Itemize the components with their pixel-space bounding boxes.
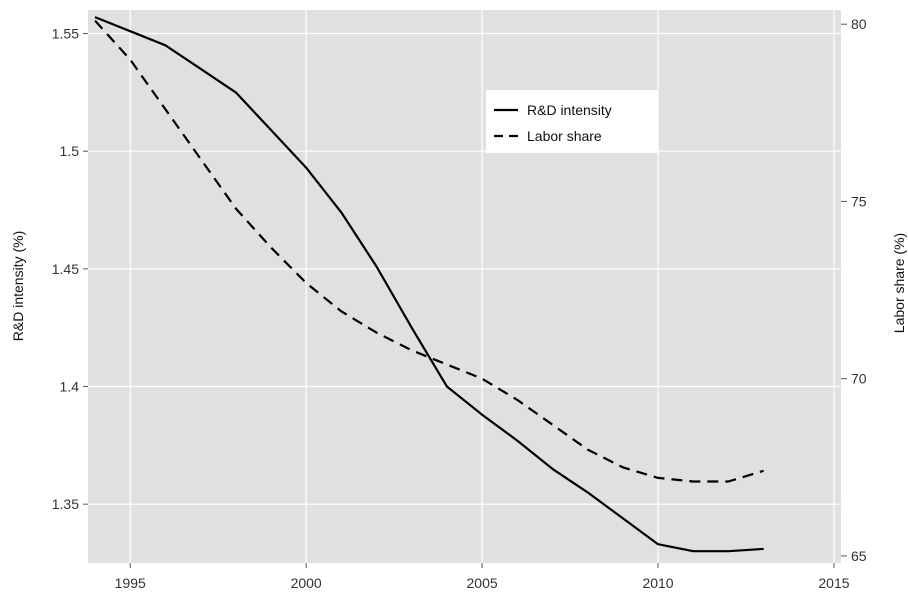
x-tick-label: 2005 — [467, 575, 498, 591]
y-right-tick-label: 65 — [851, 548, 867, 564]
series-layer — [94, 16, 764, 553]
y-left-tick-label: 1.4 — [60, 379, 80, 395]
x-tick-label: 1995 — [115, 575, 146, 591]
x-tick-label: 2010 — [642, 575, 673, 591]
plot-background — [88, 10, 841, 563]
legend-box — [486, 90, 658, 153]
legend-label-labor-share: Labor share — [527, 128, 602, 144]
y-right-tick-label: 75 — [851, 193, 867, 209]
legend: R&D intensity Labor share — [486, 90, 658, 153]
grid-lines — [88, 10, 841, 563]
y-axis-left: 1.35 1.4 1.45 1.5 1.55 — [52, 26, 88, 512]
y-right-tick-label: 70 — [851, 371, 867, 387]
x-tick-label: 2000 — [291, 575, 322, 591]
series-line-labor-share — [94, 19, 764, 483]
y-right-tick-label: 80 — [851, 16, 867, 32]
y-left-tick-label: 1.5 — [60, 143, 80, 159]
y-left-tick-label: 1.45 — [52, 261, 79, 277]
legend-label-rd-intensity: R&D intensity — [527, 102, 612, 118]
x-tick-label: 2015 — [818, 575, 849, 591]
y-axis-left-title: R&D intensity (%) — [10, 231, 26, 341]
y-left-tick-label: 1.55 — [52, 26, 79, 42]
y-left-tick-label: 1.35 — [52, 496, 79, 512]
y-axis-right: 65 70 75 80 — [841, 16, 867, 564]
y-axis-right-title: Labor share (%) — [891, 233, 907, 333]
series-line-r-d-intensity — [94, 16, 764, 553]
x-axis: 1995 2000 2005 2010 2015 — [115, 563, 850, 591]
